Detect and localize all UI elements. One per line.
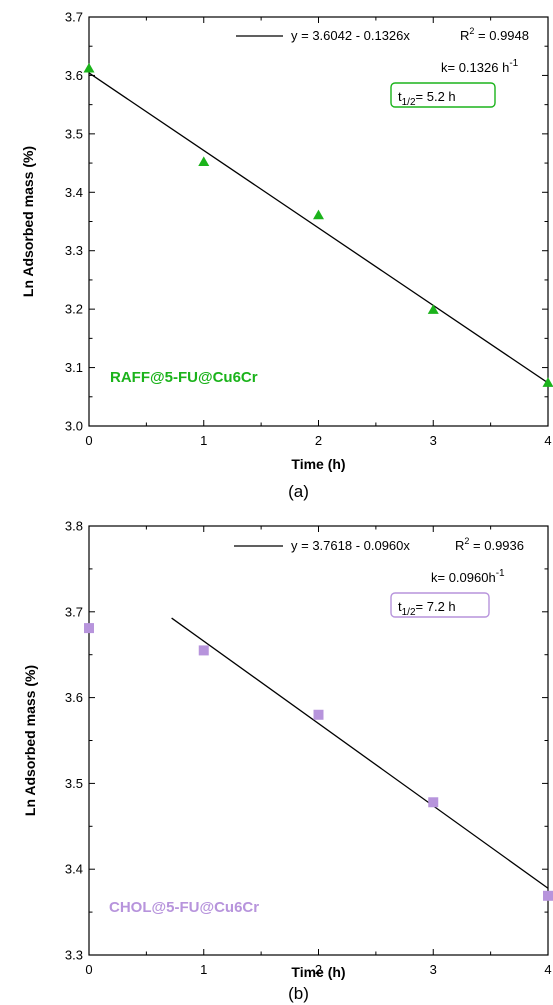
data-point (313, 209, 324, 220)
half-life-box (390, 592, 490, 618)
x-tick-label: 0 (85, 433, 92, 448)
half-life: t1/2= 7.2 h (398, 599, 456, 618)
y-tick-label: 3.3 (65, 243, 83, 258)
x-tick-label: 1 (200, 962, 207, 977)
x-tick-label: 3 (430, 962, 437, 977)
data-point (542, 377, 553, 387)
x-tick-label: 4 (544, 962, 551, 977)
x-tick-label: 2 (315, 962, 322, 977)
y-tick-label: 3.0 (65, 419, 83, 434)
r-squared: R2 = 0.9936 (455, 536, 524, 553)
y-tick-label: 3.2 (65, 302, 83, 317)
panel-label: (b) (288, 984, 309, 1003)
half-life: t1/2= 5.2 h (398, 89, 456, 108)
data-point (428, 797, 439, 808)
fit-line (171, 617, 549, 889)
y-tick-label: 3.4 (65, 862, 83, 877)
fit-equation: y = 3.6042 - 0.1326x (291, 28, 410, 43)
x-axis-title: Time (h) (291, 456, 345, 472)
x-axis-title: Time (h) (291, 964, 345, 980)
r-squared: R2 = 0.9948 (460, 26, 529, 43)
fit-equation: y = 3.7618 - 0.0960x (291, 538, 410, 553)
y-tick-label: 3.7 (65, 10, 83, 25)
y-tick-label: 3.6 (65, 690, 83, 705)
plot-frame (88, 16, 549, 427)
sample-label: RAFF@5-FU@Cu6Cr (110, 369, 258, 386)
x-tick-label: 4 (544, 433, 551, 448)
data-point (313, 709, 324, 720)
data-point (198, 156, 210, 167)
plot-frame (88, 525, 549, 956)
y-tick-label: 3.5 (65, 776, 83, 791)
x-tick-label: 0 (85, 962, 92, 977)
y-tick-label: 3.5 (65, 126, 83, 141)
data-point (83, 62, 95, 73)
data-point (84, 623, 94, 634)
panel-label: (a) (288, 482, 309, 501)
chart-panel-a: 0 1 2 3 4 3.0 3.1 3.2 3.3 3.4 3.5 3.6 3.7 Time (h) Ln … (20, 10, 553, 501)
y-axis-title: Ln Adsorbed mass (%) (20, 146, 36, 297)
y-axis-title: Ln Adsorbed mass (%) (22, 665, 38, 816)
y-tick-label: 3.3 (65, 948, 83, 963)
rate-constant: k= 0.0960h-1 (431, 568, 505, 585)
x-tick-label: 3 (430, 433, 437, 448)
y-tick-label: 3.7 (65, 604, 83, 619)
x-tick-label: 2 (315, 433, 322, 448)
y-tick-label: 3.1 (65, 360, 83, 375)
half-life-box (390, 82, 496, 108)
y-tick-label: 3.8 (65, 519, 83, 534)
chart-panel-b: 0 1 2 3 4 3.3 3.4 3.5 3.6 3.7 3.8 Time (h) Ln Adsorb… (22, 519, 553, 1003)
data-point (543, 890, 553, 901)
y-tick-label: 3.6 (65, 68, 83, 83)
fit-line (88, 72, 549, 384)
data-point (427, 304, 439, 314)
sample-label: CHOL@5-FU@Cu6Cr (109, 899, 259, 916)
data-point (198, 645, 209, 656)
x-tick-label: 1 (200, 433, 207, 448)
y-tick-label: 3.4 (65, 185, 83, 200)
rate-constant: k= 0.1326 h-1 (441, 58, 519, 75)
